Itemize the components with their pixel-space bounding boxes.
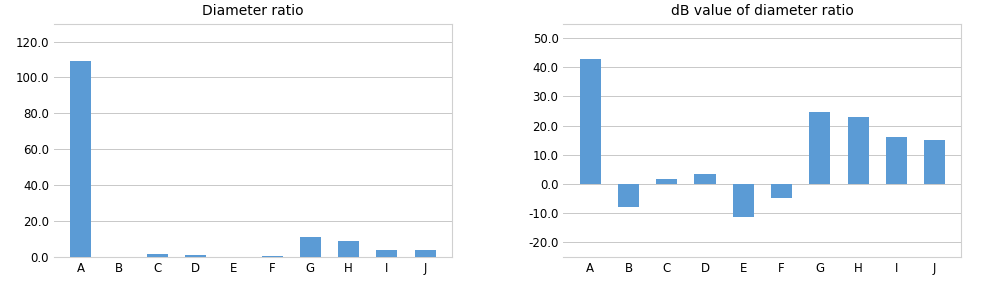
Bar <box>848 117 868 184</box>
Bar <box>377 250 397 257</box>
Bar <box>809 112 830 184</box>
Title: Diameter ratio: Diameter ratio <box>202 4 304 18</box>
Bar <box>924 140 945 184</box>
Bar <box>338 240 359 257</box>
Bar <box>147 255 168 257</box>
Bar <box>185 255 206 257</box>
Bar <box>656 179 677 184</box>
Bar <box>771 184 792 198</box>
Bar <box>580 58 600 184</box>
Title: dB value of diameter ratio: dB value of diameter ratio <box>671 4 853 18</box>
Bar <box>733 184 753 217</box>
Bar <box>618 184 639 207</box>
Bar <box>415 250 436 257</box>
Bar <box>300 237 321 257</box>
Bar <box>886 137 906 184</box>
Bar <box>262 256 283 257</box>
Bar <box>695 174 715 184</box>
Bar <box>71 61 91 257</box>
